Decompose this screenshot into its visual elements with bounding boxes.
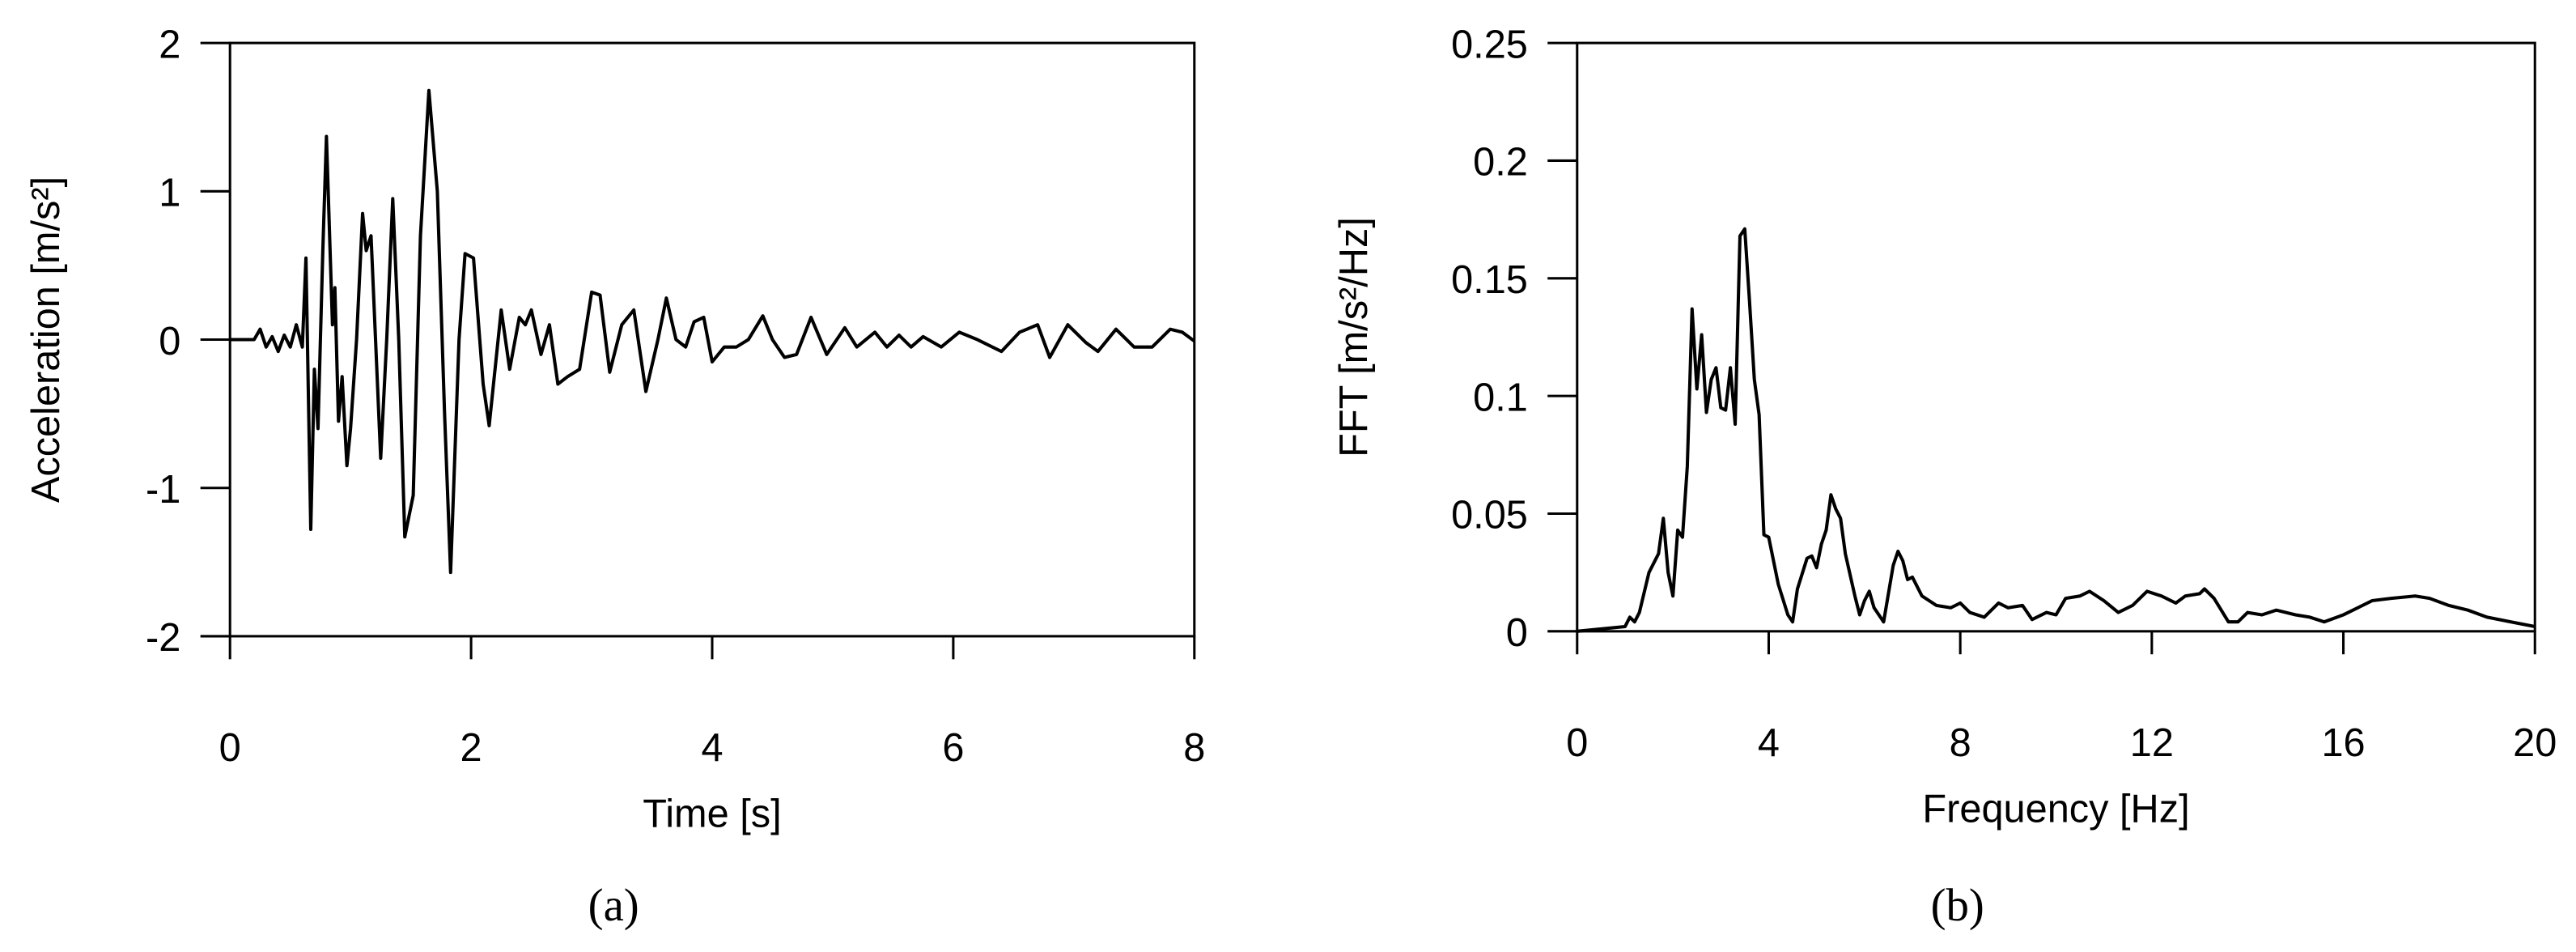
x-tick-label: 16: [2321, 721, 2365, 765]
y-tick-label: 1: [159, 172, 180, 215]
y-tick-label: 2: [159, 23, 180, 66]
x-tick-label: 8: [1950, 721, 1971, 765]
x-tick-label: 12: [2130, 721, 2174, 765]
y-tick-label: -1: [146, 468, 180, 512]
data-line: [230, 88, 1195, 575]
y-axis-label: Acceleration [m/s²]: [24, 176, 68, 503]
x-tick-label: 0: [1566, 721, 1588, 765]
x-tick-label: 6: [942, 726, 964, 770]
y-tick-label: 0.25: [1451, 23, 1528, 66]
x-tick-label: 8: [1183, 726, 1205, 770]
x-tick-label: 2: [460, 726, 482, 770]
x-tick-label: 4: [701, 726, 723, 770]
caption: (a): [588, 880, 639, 931]
x-tick-label: 20: [2513, 721, 2557, 765]
x-tick-label: 0: [219, 726, 241, 770]
y-tick-label: 0.2: [1473, 141, 1528, 185]
y-tick-label: 0: [159, 320, 180, 363]
x-axis-label: Frequency [Hz]: [1922, 787, 2189, 831]
x-tick-label: 4: [1758, 721, 1780, 765]
y-axis-label: FFT [m/s²/Hz]: [1332, 217, 1376, 457]
y-tick-label: 0.1: [1473, 376, 1528, 419]
y-tick-label: 0.15: [1451, 258, 1528, 302]
x-axis-label: Time [s]: [643, 792, 781, 835]
y-tick-label: -2: [146, 616, 180, 660]
plot-frame: [1576, 41, 2536, 633]
y-tick-label: 0: [1506, 611, 1528, 655]
y-tick-label: 0.05: [1451, 494, 1528, 538]
caption: (b): [1931, 880, 1984, 931]
data-line: [1577, 227, 2536, 633]
